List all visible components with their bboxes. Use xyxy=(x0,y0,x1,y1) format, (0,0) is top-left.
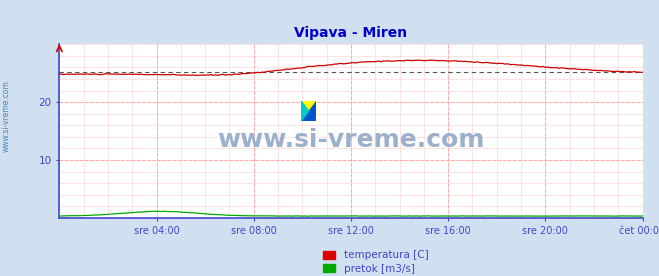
Polygon shape xyxy=(301,101,308,121)
Text: www.si-vreme.com: www.si-vreme.com xyxy=(217,128,484,152)
Title: Vipava - Miren: Vipava - Miren xyxy=(295,26,407,40)
Polygon shape xyxy=(301,101,316,121)
Legend: temperatura [C], pretok [m3/s]: temperatura [C], pretok [m3/s] xyxy=(323,250,428,274)
Text: www.si-vreme.com: www.si-vreme.com xyxy=(2,80,11,152)
Polygon shape xyxy=(301,101,316,121)
